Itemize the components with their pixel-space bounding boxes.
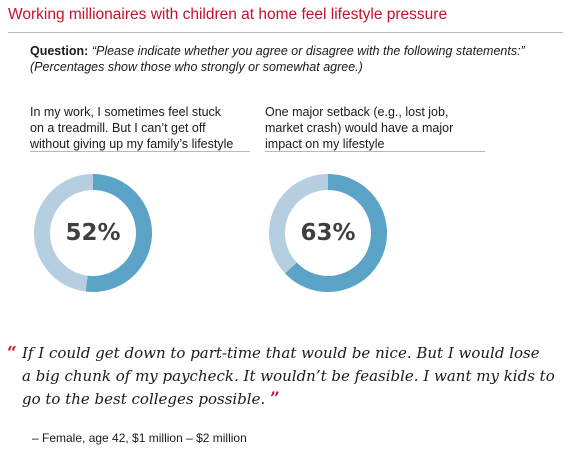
panel-label: One major setback (e.g., lost job, marke…: [265, 104, 485, 152]
donut-slice-remainder: [269, 174, 328, 274]
donut-svg: [34, 174, 153, 292]
panel-label-line: impact on my lifestyle: [265, 137, 385, 151]
donut-value-label: 52%: [65, 220, 121, 246]
close-quote-mark: ”: [270, 389, 280, 409]
panel-label-line: One major setback (e.g., lost job,: [265, 105, 449, 119]
panel-setback: One major setback (e.g., lost job, marke…: [265, 104, 485, 292]
donut-svg: [269, 174, 387, 292]
chart-title: Working millionaires with children at ho…: [8, 6, 448, 23]
question-note: (Percentages show those who strongly or …: [30, 60, 363, 74]
open-quote-mark: “: [7, 343, 17, 363]
donut-slice-remainder: [34, 174, 93, 292]
donut-slice-agree: [85, 174, 153, 292]
quote-line-last: go to the best colleges possible. ”: [22, 388, 567, 411]
quote-line: go to the best colleges possible.: [22, 390, 266, 408]
panel-label-line: market crash) would have a major: [265, 121, 454, 135]
donut-slice-agree: [284, 174, 387, 292]
donut-value-label: 63%: [300, 220, 356, 246]
panel-label: In my work, I sometimes feel stuck on a …: [30, 104, 250, 152]
donut-chart-setback: 63%: [267, 172, 389, 294]
panel-treadmill: In my work, I sometimes feel stuck on a …: [30, 104, 250, 292]
quote-attribution: – Female, age 42, $1 million – $2 millio…: [32, 431, 247, 445]
panel-label-line: In my work, I sometimes feel stuck: [30, 105, 222, 119]
panel-label-line: on a treadmill. But I can’t get off: [30, 121, 206, 135]
question-label: Question:: [30, 44, 89, 58]
quote-line: a big chunk of my paycheck. It wouldn’t …: [22, 367, 555, 385]
quote-line: If I could get down to part-time that wo…: [22, 344, 540, 362]
testimonial-quote: “ If I could get down to part-time that …: [7, 342, 567, 411]
donut-chart-treadmill: 52%: [32, 172, 154, 294]
question-block: Question: “Please indicate whether you a…: [30, 43, 570, 75]
panel-label-line: without giving up my family’s lifestyle: [30, 137, 234, 151]
title-divider: [8, 32, 563, 33]
question-text: “Please indicate whether you agree or di…: [91, 44, 525, 58]
